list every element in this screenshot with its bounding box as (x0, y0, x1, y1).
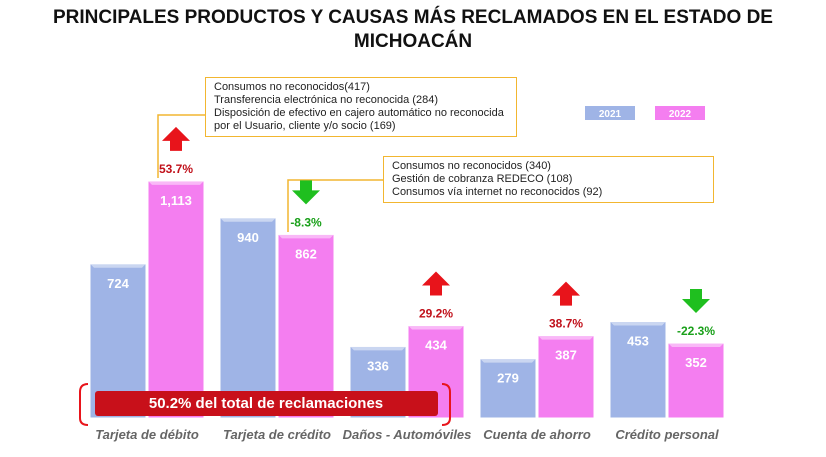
bar-bevel (90, 263, 146, 268)
value-label: 352 (685, 355, 707, 370)
value-label: 453 (627, 334, 649, 349)
highlight-text: 50.2% del total de reclamaciones (149, 395, 383, 412)
callout-line: Transferencia electrónica no reconocida … (214, 94, 438, 106)
change-label: -22.3% (677, 324, 715, 338)
callout-line: Gestión de cobranza REDECO (108) (392, 173, 573, 185)
change-label: 53.7% (159, 162, 193, 176)
callout-line: Consumos no reconocidos(417) (214, 81, 370, 93)
bar (147, 180, 205, 419)
change-label: -8.3% (290, 215, 322, 229)
change-label: 29.2% (419, 307, 453, 321)
value-label: 862 (295, 246, 317, 261)
category-label: Tarjeta de crédito (223, 427, 331, 442)
down-arrow (682, 289, 710, 314)
bar-bevel (278, 234, 334, 239)
bar-bevel (538, 335, 594, 340)
bar (537, 335, 595, 419)
down-arrow (292, 180, 320, 205)
bar-bevel (610, 321, 666, 326)
category-label: Cuenta de ahorro (483, 427, 591, 442)
bar (667, 342, 725, 419)
value-label: 724 (107, 276, 129, 291)
bar (277, 233, 335, 419)
bracket (441, 383, 451, 426)
callout-connector (157, 114, 205, 178)
change-label: 38.7% (549, 317, 583, 331)
legend-label: 2021 (599, 109, 622, 120)
bar-bevel (668, 343, 724, 348)
bracket (79, 383, 89, 426)
value-label: 387 (555, 348, 577, 363)
callout-line: Consumos no reconocidos (340) (392, 160, 551, 172)
bar (479, 358, 537, 419)
category-label: Tarjeta de débito (95, 427, 199, 442)
legend-label: 2022 (669, 109, 692, 120)
legend-swatch (585, 106, 635, 120)
value-label: 279 (497, 371, 519, 386)
callout-connector (287, 179, 383, 232)
bar-bevel (350, 346, 406, 351)
value-label: 1,113 (160, 193, 192, 208)
bar-bevel (408, 325, 464, 330)
callout-line: Disposición de efectivo en cajero automá… (214, 107, 504, 132)
bar-bevel (480, 358, 536, 363)
chart-title: PRINCIPALES PRODUCTOS Y CAUSAS MÁS RECLA… (53, 7, 773, 52)
bar (609, 321, 667, 419)
value-label: 940 (237, 230, 259, 245)
highlight-box (95, 391, 438, 416)
bar-bevel (148, 180, 204, 185)
value-label: 336 (367, 358, 389, 373)
up-arrow (162, 126, 190, 151)
value-label: 434 (425, 338, 447, 353)
category-label: Crédito personal (615, 427, 719, 442)
bar (219, 217, 277, 419)
category-label: Daños - Automóviles (342, 427, 472, 442)
callout-line: Consumos vía internet no reconocidos (92… (392, 186, 603, 198)
callout-box: Consumos no reconocidos(417) Transferenci… (205, 77, 517, 137)
bar-bevel (220, 217, 276, 222)
up-arrow (422, 271, 450, 296)
legend-swatch (655, 106, 705, 120)
callout-box: Consumos no reconocidos (340) Gestión de … (383, 156, 714, 203)
up-arrow (552, 281, 580, 306)
